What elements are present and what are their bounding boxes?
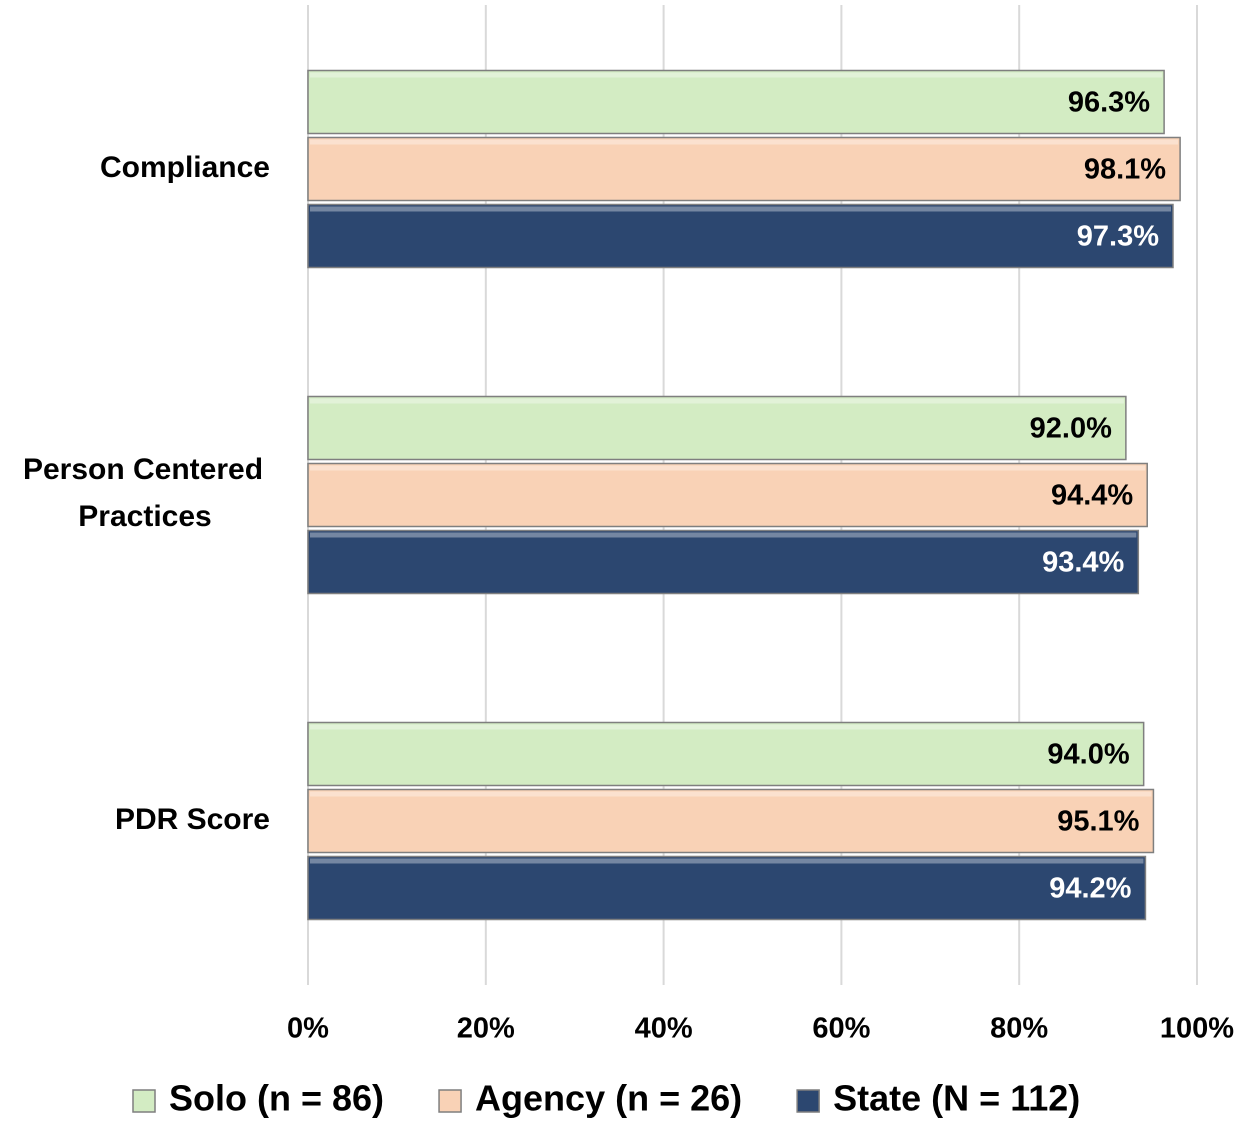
category-label: Compliance — [100, 151, 270, 184]
bar — [307, 203, 1174, 269]
legend-marker — [438, 1089, 462, 1113]
bar — [307, 69, 1165, 135]
bar-highlight — [310, 724, 1142, 730]
legend-label: Solo (n = 86) — [169, 1078, 384, 1119]
x-tick-label: 100% — [1160, 1013, 1234, 1045]
bar-highlight — [310, 858, 1144, 864]
data-label: 96.3% — [1068, 87, 1150, 119]
bar — [307, 788, 1155, 854]
bar — [307, 462, 1148, 528]
bar-highlight — [310, 139, 1179, 145]
bar — [307, 855, 1147, 921]
data-label: 94.4% — [1051, 480, 1133, 512]
category-label: Person Centered Practices — [23, 453, 263, 533]
bar-highlight — [310, 206, 1171, 212]
data-label: 95.1% — [1057, 806, 1139, 838]
data-label: 98.1% — [1084, 154, 1166, 186]
x-tick-label: 20% — [457, 1013, 515, 1045]
category-label: PDR Score — [115, 803, 270, 836]
legend-marker — [796, 1089, 820, 1113]
bar-highlight — [310, 72, 1163, 78]
bar — [307, 395, 1127, 461]
data-label: 97.3% — [1077, 221, 1159, 253]
legend-marker — [132, 1089, 156, 1113]
bar-highlight — [310, 532, 1137, 538]
bar-highlight — [310, 465, 1146, 471]
bar-highlight — [310, 398, 1124, 404]
data-label: 94.0% — [1047, 739, 1129, 771]
x-tick-label: 40% — [635, 1013, 693, 1045]
x-tick-label: 0% — [287, 1013, 329, 1045]
data-label: 93.4% — [1042, 547, 1124, 579]
legend-label: State (N = 112) — [833, 1078, 1080, 1119]
data-label: 94.2% — [1049, 873, 1131, 905]
bar — [307, 721, 1145, 787]
data-label: 92.0% — [1030, 413, 1112, 445]
bar — [307, 529, 1140, 595]
x-tick-label: 80% — [990, 1013, 1048, 1045]
legend-label: Agency (n = 26) — [475, 1078, 742, 1119]
bar — [307, 136, 1181, 202]
bar-highlight — [310, 791, 1152, 797]
x-tick-label: 60% — [812, 1013, 870, 1045]
